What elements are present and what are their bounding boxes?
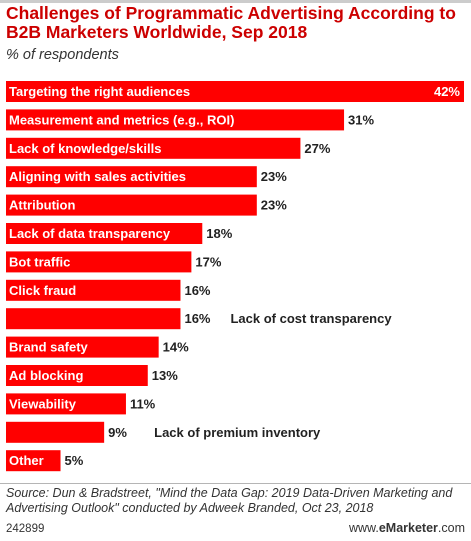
source-note: Source: Dun & Bradstreet, "Mind the Data… (6, 486, 453, 515)
category-label: Targeting the right audiences (9, 84, 190, 99)
category-label: Brand safety (9, 340, 89, 355)
value-label: 18% (206, 226, 232, 241)
brand-footer: www.eMarketer.com (349, 521, 465, 535)
category-label: Other (9, 453, 44, 468)
value-label: 42% (434, 84, 460, 99)
value-label: 5% (65, 453, 84, 468)
category-label: Lack of knowledge/skills (9, 141, 161, 156)
value-label: 23% (261, 169, 287, 184)
category-label: Lack of data transparency (9, 226, 171, 241)
brand-tld: .com (437, 521, 465, 535)
category-label: Measurement and metrics (e.g., ROI) (9, 112, 234, 127)
bar (6, 279, 181, 301)
bar-row: Brand safety 14% (6, 336, 189, 358)
category-label: Lack of premium inventory (154, 425, 321, 440)
bar (6, 194, 257, 216)
bottom-rule (0, 483, 471, 484)
category-label: Viewability (9, 396, 77, 411)
bar (6, 251, 192, 273)
bar-row: Aligning with sales activities 23% (6, 166, 287, 188)
bar (6, 137, 301, 159)
bar-row: Bot traffic 17% (6, 251, 222, 273)
bar (6, 109, 345, 131)
category-label: Attribution (9, 198, 75, 213)
bar (6, 365, 148, 386)
chart-title: Challenges of Programmatic Advertising A… (6, 3, 456, 42)
bar-row: Lack of data transparency 18% (6, 223, 233, 244)
bar-row: Viewability 11% (6, 393, 156, 415)
bar (6, 450, 61, 472)
category-label: Aligning with sales activities (9, 169, 186, 184)
chart-subtitle: % of respondents (6, 47, 119, 63)
value-label: 13% (152, 368, 178, 383)
bar (6, 393, 126, 415)
brand-name: eMarketer (378, 521, 438, 535)
bar-row: Lack of knowledge/skills 27% (6, 137, 331, 159)
value-label: 17% (195, 254, 221, 269)
category-label: Click fraud (9, 283, 76, 298)
value-label: 11% (130, 396, 156, 411)
bar-row: 9% Lack of premium inventory (6, 421, 321, 443)
value-label: 23% (261, 198, 287, 213)
bar-row: Other 5% (6, 450, 84, 472)
bar (6, 308, 181, 330)
value-label: 31% (348, 112, 374, 127)
bar (6, 166, 257, 188)
value-label: 14% (163, 340, 189, 355)
value-label: 16% (184, 283, 210, 298)
bar-row: Click fraud 16% (6, 279, 211, 301)
bar-row: 16% Lack of cost transparency (6, 308, 392, 330)
value-label: 9% (108, 425, 127, 440)
category-label: Lack of cost transparency (230, 311, 392, 326)
bar-row: Attribution 23% (6, 194, 287, 216)
value-label: 27% (304, 141, 330, 156)
category-label: Bot traffic (9, 254, 70, 269)
bar (6, 421, 105, 443)
bar-row: Measurement and metrics (e.g., ROI) 31% (6, 109, 375, 131)
bar-row: Targeting the right audiences 42% (6, 81, 464, 102)
value-label: 16% (184, 311, 210, 326)
category-label: Ad blocking (9, 368, 83, 383)
chart-id: 242899 (6, 523, 45, 535)
bar (6, 223, 203, 244)
brand-site: www. (348, 521, 379, 535)
bar-row: Ad blocking 13% (6, 365, 178, 386)
top-rule (0, 0, 471, 3)
bar (6, 336, 159, 358)
bar (6, 81, 464, 102)
